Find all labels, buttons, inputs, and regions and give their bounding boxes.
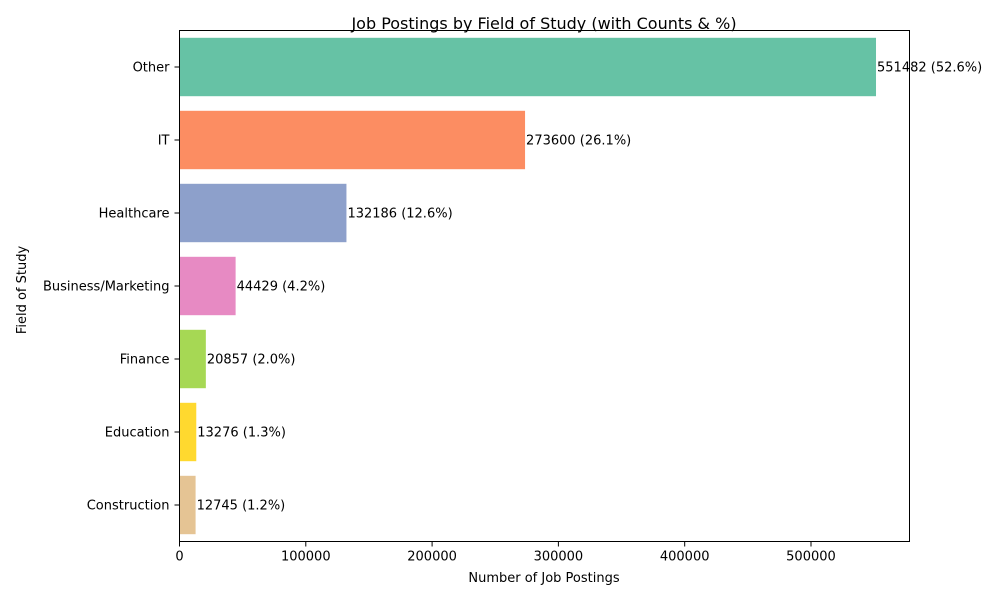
y-tick-label-finance: Finance xyxy=(120,353,170,368)
data-label-education: 13276 (1.3%) xyxy=(197,426,286,441)
x-tick-label: 0 xyxy=(175,550,183,565)
data-label-finance: 20857 (2.0%) xyxy=(207,353,296,368)
data-label-business-marketing: 44429 (4.2%) xyxy=(237,280,326,295)
x-tick-label: 200000 xyxy=(407,550,457,565)
bar-education xyxy=(179,402,197,462)
ticks-layer: Other IT Healthcare Business/Marketing Finan… xyxy=(43,61,836,565)
bar-it xyxy=(179,110,526,170)
bars-layer: 551482 (52.6%) 273600 (26.1%) 132186 (12.6… xyxy=(179,37,982,535)
x-tick-label: 100000 xyxy=(281,550,331,565)
x-tick-label: 400000 xyxy=(660,550,710,565)
y-tick-label-construction: Construction xyxy=(87,499,170,514)
chart-title: Job Postings by Field of Study (with Cou… xyxy=(350,14,736,33)
bar-business-marketing xyxy=(179,256,236,316)
y-tick-label-healthcare: Healthcare xyxy=(99,207,170,222)
data-label-other: 551482 (52.6%) xyxy=(877,61,982,76)
data-label-healthcare: 132186 (12.6%) xyxy=(347,207,452,222)
y-axis-label: Field of Study xyxy=(15,246,30,335)
x-axis-label: Number of Job Postings xyxy=(468,571,619,586)
bar-other xyxy=(179,37,877,97)
x-tick-label: 300000 xyxy=(534,550,584,565)
data-label-construction: 12745 (1.2%) xyxy=(197,499,286,514)
plot-frame xyxy=(179,30,910,542)
y-tick-label-other: Other xyxy=(133,61,171,76)
bar-finance xyxy=(179,329,206,389)
y-tick-label-it: IT xyxy=(158,134,170,149)
x-tick-label: 500000 xyxy=(786,550,836,565)
y-tick-label-education: Education xyxy=(105,426,170,441)
data-label-it: 273600 (26.1%) xyxy=(526,134,631,149)
y-tick-label-business-marketing: Business/Marketing xyxy=(43,280,170,295)
bar-construction xyxy=(179,475,196,535)
bar-healthcare xyxy=(179,183,347,243)
